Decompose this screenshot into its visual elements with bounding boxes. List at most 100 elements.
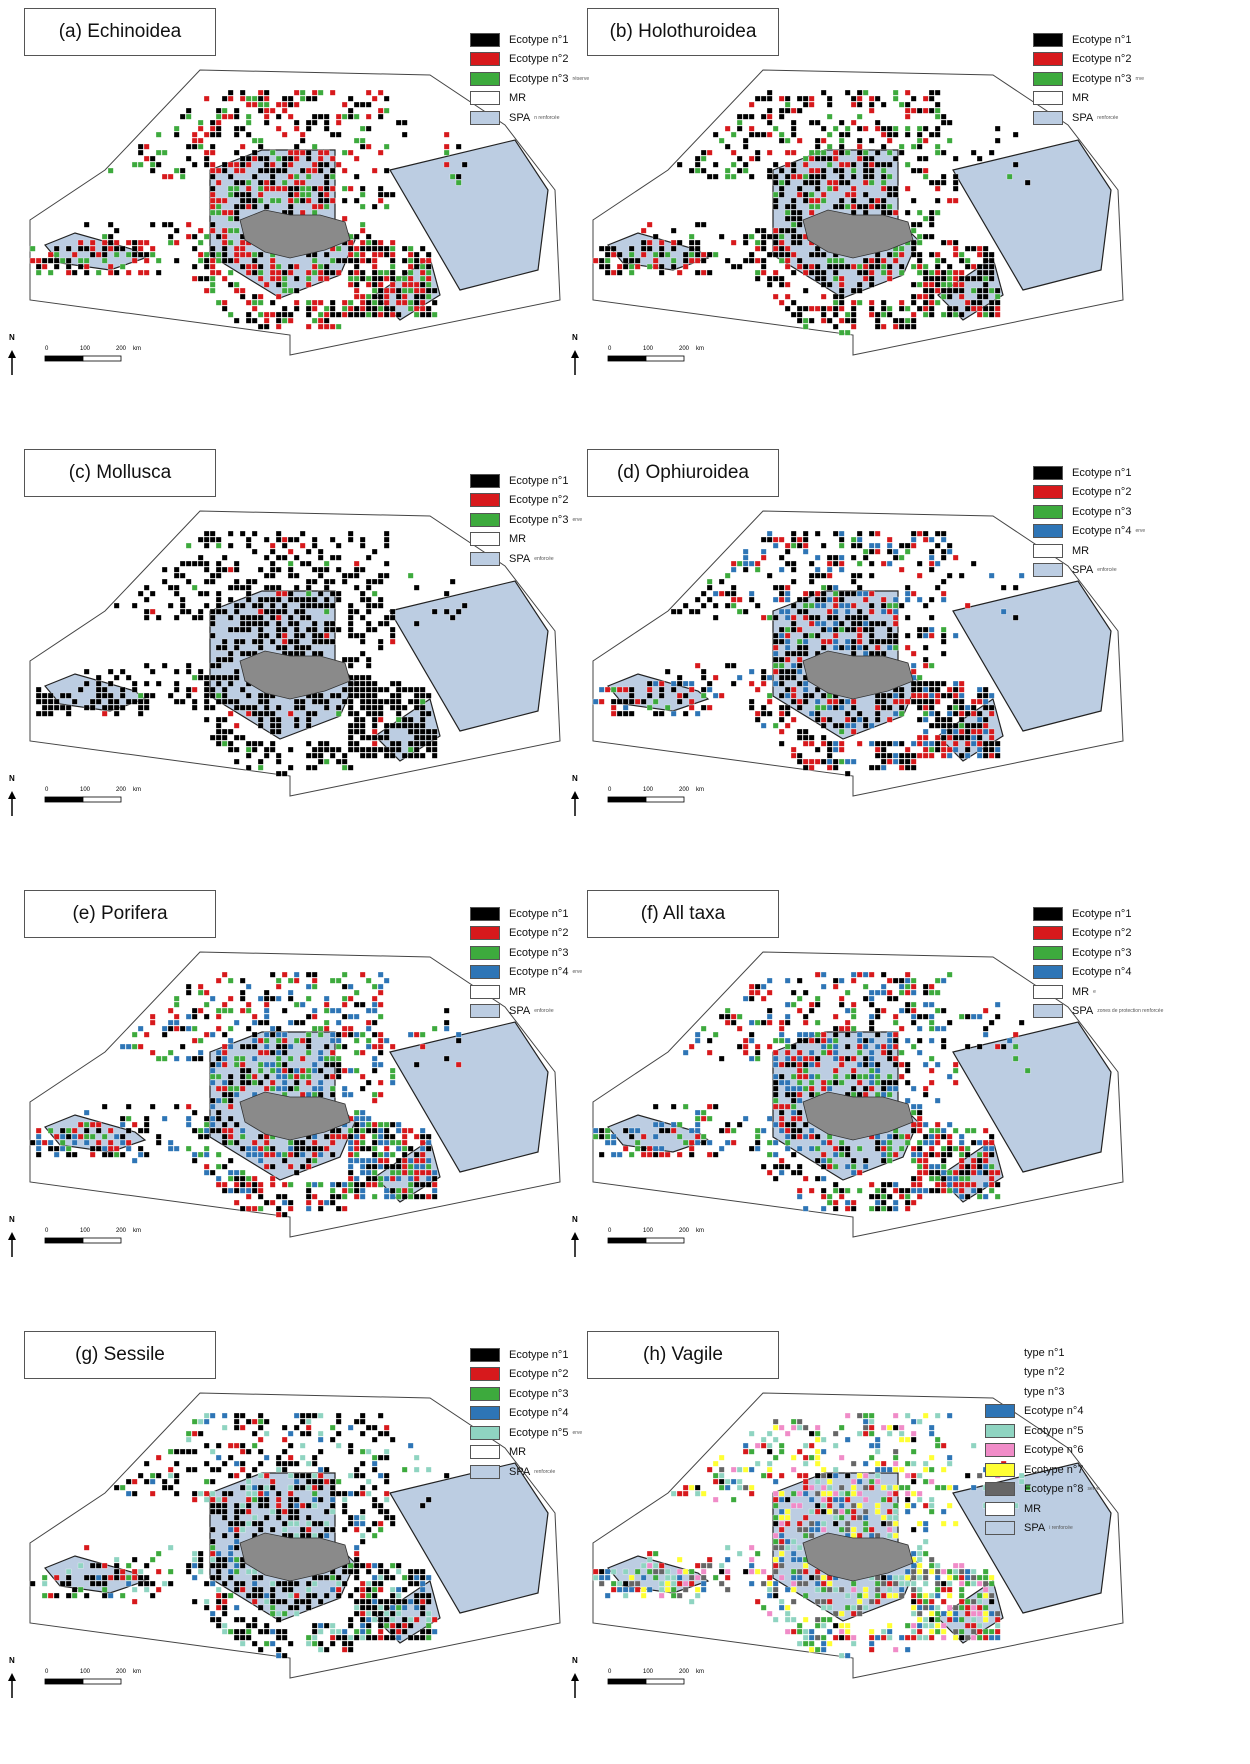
grid-cell xyxy=(880,167,887,174)
grid-cell xyxy=(359,1538,366,1545)
grid-cell xyxy=(389,1169,396,1176)
grid-cell xyxy=(766,89,773,96)
grid-cell xyxy=(215,698,222,705)
grid-cell xyxy=(209,161,216,168)
grid-cell xyxy=(892,548,899,555)
grid-cell xyxy=(377,1568,384,1575)
grid-cell xyxy=(808,1073,815,1080)
grid-cell xyxy=(946,119,953,126)
grid-cell xyxy=(341,971,348,978)
grid-cell xyxy=(239,1520,246,1527)
grid-cell xyxy=(928,698,935,705)
grid-cell xyxy=(257,1133,264,1140)
grid-cell xyxy=(245,590,252,597)
grid-cell xyxy=(814,1157,821,1164)
grid-cell xyxy=(395,293,402,300)
grid-cell xyxy=(323,1520,330,1527)
grid-cell xyxy=(874,989,881,996)
grid-cell xyxy=(353,1133,360,1140)
grid-cell xyxy=(970,149,977,156)
grid-cell xyxy=(964,1175,971,1182)
grid-cell xyxy=(353,1472,360,1479)
grid-cell xyxy=(239,239,246,246)
grid-cell xyxy=(772,179,779,186)
grid-cell xyxy=(281,95,288,102)
grid-cell xyxy=(802,197,809,204)
grid-cell xyxy=(898,542,905,549)
grid-cell xyxy=(305,1532,312,1539)
grid-cell xyxy=(323,746,330,753)
grid-cell xyxy=(389,746,396,753)
grid-cell xyxy=(221,674,228,681)
grid-cell xyxy=(143,680,150,687)
grid-cell xyxy=(209,1502,216,1509)
grid-cell xyxy=(868,197,875,204)
grid-cell xyxy=(820,1043,827,1050)
grid-cell xyxy=(245,596,252,603)
grid-cell xyxy=(395,275,402,282)
grid-cell xyxy=(359,239,366,246)
grid-cell xyxy=(251,293,258,300)
grid-cell xyxy=(233,578,240,585)
grid-cell xyxy=(856,740,863,747)
grid-cell xyxy=(389,704,396,711)
grid-cell xyxy=(233,644,240,651)
grid-cell xyxy=(221,1133,228,1140)
grid-cell xyxy=(77,1121,84,1128)
grid-cell xyxy=(317,698,324,705)
grid-cell xyxy=(287,746,294,753)
grid-cell xyxy=(209,686,216,693)
grid-cell xyxy=(209,1097,216,1104)
grid-cell xyxy=(287,572,294,579)
grid-cell xyxy=(143,1121,150,1128)
grid-cell xyxy=(143,1127,150,1134)
grid-cell xyxy=(814,155,821,162)
panel-title: (d) Ophiuroidea xyxy=(587,449,779,497)
legend-label: Ecotype n°2 xyxy=(1072,486,1132,499)
grid-cell xyxy=(844,989,851,996)
grid-cell xyxy=(688,239,695,246)
scale-label: 0 xyxy=(608,1228,612,1234)
grid-cell xyxy=(934,722,941,729)
grid-cell xyxy=(371,95,378,102)
grid-cell xyxy=(293,1151,300,1158)
grid-cell xyxy=(269,1586,276,1593)
grid-cell xyxy=(347,1151,354,1158)
grid-cell xyxy=(844,626,851,633)
grid-cell xyxy=(838,995,845,1002)
grid-cell xyxy=(185,668,192,675)
grid-cell xyxy=(952,305,959,312)
grid-cell xyxy=(185,1145,192,1152)
grid-cell xyxy=(856,620,863,627)
grid-cell xyxy=(754,269,761,276)
grid-cell xyxy=(317,167,324,174)
grid-cell xyxy=(796,1037,803,1044)
grid-cell xyxy=(305,1049,312,1056)
legend-label: MR xyxy=(509,985,527,998)
grid-cell xyxy=(281,1580,288,1587)
grid-cell xyxy=(856,269,863,276)
grid-cell xyxy=(125,269,132,276)
grid-cell xyxy=(820,620,827,627)
grid-cell xyxy=(838,1187,845,1194)
grid-cell xyxy=(802,590,809,597)
grid-cell xyxy=(137,1151,144,1158)
grid-cell xyxy=(431,311,438,318)
grid-cell xyxy=(323,311,330,318)
grid-cell xyxy=(203,686,210,693)
grid-cell xyxy=(652,698,659,705)
scale-label: 0 xyxy=(45,787,49,793)
grid-cell xyxy=(784,692,791,699)
grid-cell xyxy=(922,275,929,282)
grid-cell xyxy=(790,662,797,669)
grid-cell xyxy=(395,1145,402,1152)
grid-cell xyxy=(281,1508,288,1515)
grid-cell xyxy=(389,245,396,252)
grid-cell xyxy=(383,305,390,312)
grid-cell xyxy=(275,281,282,288)
grid-cell xyxy=(245,155,252,162)
grid-cell xyxy=(934,131,941,138)
grid-cell xyxy=(269,1199,276,1206)
grid-cell xyxy=(796,752,803,759)
grid-cell xyxy=(401,1187,408,1194)
